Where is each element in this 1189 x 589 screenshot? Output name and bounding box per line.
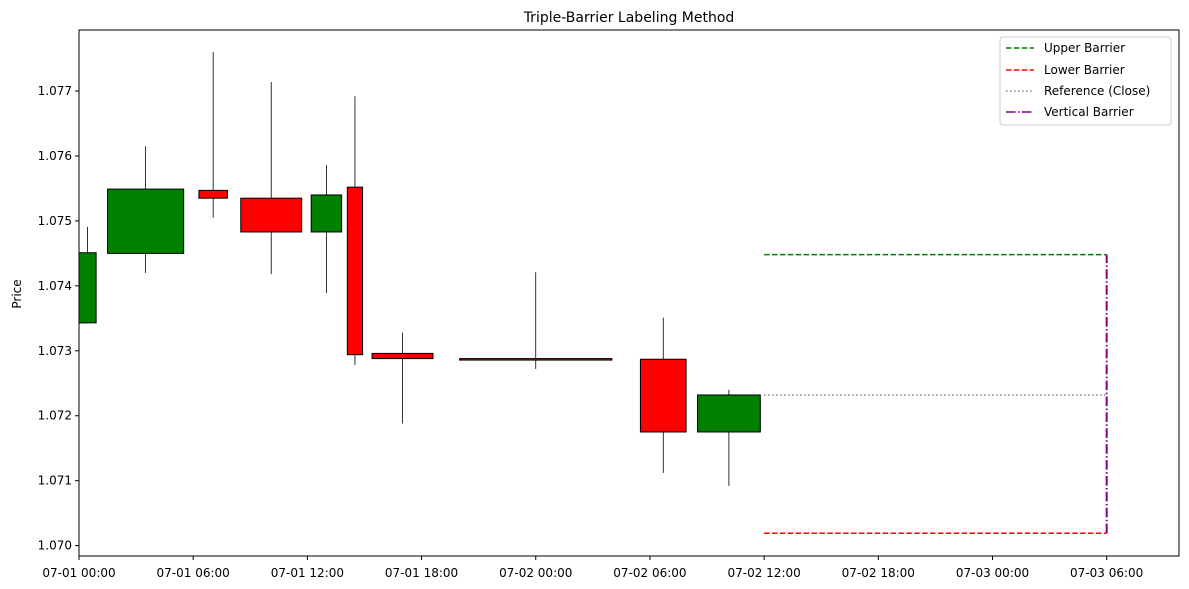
y-tick-label: 1.075 [38, 214, 72, 228]
candle-body-4 [310, 194, 343, 233]
y-tick-label: 1.074 [38, 279, 72, 293]
legend-label-vertical: Vertical Barrier [1044, 105, 1134, 119]
x-tick-label: 07-03 00:00 [956, 566, 1029, 580]
x-tick-label: 07-02 12:00 [727, 566, 800, 580]
y-tick-label: 1.071 [38, 474, 72, 488]
x-tick-label: 07-03 06:00 [1070, 566, 1143, 580]
chart-title: Triple-Barrier Labeling Method [523, 10, 735, 26]
axes-layer: 07-01 00:00 07-01 06:00 07-01 12:00 07-01 1… [38, 84, 1144, 580]
x-tick-label: 07-01 12:00 [271, 566, 344, 580]
x-tick-label: 07-02 00:00 [499, 566, 572, 580]
candle-body-7 [459, 358, 613, 361]
candle-body-5 [346, 186, 364, 356]
legend-box [999, 36, 1172, 126]
barriers-layer [764, 253, 1108, 535]
legend-label-upper: Upper Barrier [1044, 41, 1125, 55]
x-tick-label: 07-01 00:00 [42, 566, 115, 580]
candles-layer [78, 52, 761, 486]
plot-frame [78, 29, 1180, 557]
candle-body-0 [78, 252, 97, 324]
legend-label-reference: Reference (Close) [1044, 84, 1150, 98]
legend-label-lower: Lower Barrier [1044, 63, 1125, 77]
candle-body-3 [240, 197, 303, 233]
candle-body-9 [697, 394, 761, 433]
y-tick-label: 1.077 [38, 84, 72, 98]
candle-body-6 [371, 352, 434, 360]
y-tick-label: 1.076 [38, 149, 72, 163]
y-axis-label: Price [10, 279, 24, 308]
x-tick-label: 07-02 06:00 [613, 566, 686, 580]
candle-body-1 [107, 188, 185, 254]
x-tick-label: 07-02 18:00 [842, 566, 915, 580]
candle-body-8 [639, 358, 687, 433]
legend: Upper Barrier Lower Barrier Reference (C… [999, 36, 1172, 126]
x-tick-label: 07-01 18:00 [385, 566, 458, 580]
y-tick-label: 1.070 [38, 539, 72, 553]
candle-body-2 [198, 189, 228, 199]
y-tick-label: 1.072 [38, 409, 72, 423]
y-tick-label: 1.073 [38, 344, 72, 358]
x-tick-label: 07-01 06:00 [157, 566, 230, 580]
